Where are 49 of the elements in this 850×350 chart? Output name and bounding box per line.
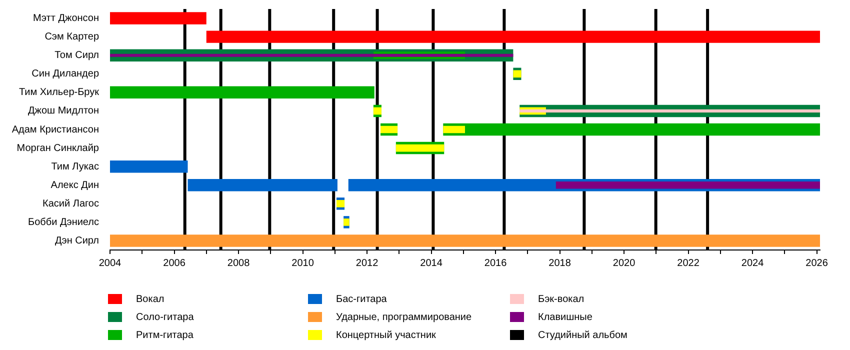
- x-tick-label: 2022: [677, 258, 700, 269]
- legend-label: Ударные, программирование: [336, 312, 472, 322]
- y-tick-label: Джош Мидлтон: [28, 106, 99, 117]
- y-tick-label: Тим Лукас: [51, 161, 99, 172]
- x-tick-label: 2026: [806, 258, 828, 269]
- bar: [443, 123, 820, 136]
- x-tick-label: 2012: [356, 258, 379, 269]
- y-tick-label: Касий Лагос: [42, 198, 99, 210]
- y-tick-label: Дэн Сирл: [54, 235, 100, 246]
- x-tick-label: 2008: [227, 258, 250, 269]
- y-tick-label: Том Сирл: [54, 50, 100, 62]
- bar: [110, 86, 374, 99]
- y-tick-label: Син Диландер: [32, 68, 100, 80]
- x-tick-label: 2020: [612, 258, 636, 269]
- legend-label: Бэк-вокал: [538, 294, 584, 304]
- bar: [373, 107, 382, 115]
- x-tick-label: 2004: [98, 258, 122, 269]
- legend-label: Студийный альбом: [538, 330, 628, 340]
- y-tick-label: Мэтт Джонсон: [32, 13, 99, 24]
- y-tick-label: Сэм Картер: [44, 32, 100, 43]
- legend-label: Клавишные: [538, 312, 592, 322]
- y-tick-label: Алекс Дин: [50, 180, 99, 191]
- bar: [513, 70, 522, 78]
- bar: [396, 144, 444, 152]
- x-tick-label: 2018: [548, 258, 572, 269]
- bar: [110, 12, 206, 24]
- bar: [206, 30, 820, 43]
- x-tick-label: 2010: [292, 258, 314, 269]
- bar: [344, 218, 350, 226]
- bar: [380, 126, 398, 134]
- legend-label: Ритм-гитара: [136, 330, 194, 340]
- bar: [520, 109, 820, 112]
- bar: [110, 160, 188, 173]
- bar: [443, 126, 465, 134]
- bar: [336, 200, 345, 208]
- bar: [188, 179, 338, 192]
- y-tick-label: Морган Синклайр: [16, 142, 100, 154]
- y-tick-label: Адам Кристиансон: [12, 124, 99, 136]
- x-tick-label: 2016: [484, 258, 508, 269]
- legend-label: Соло-гитара: [136, 312, 194, 322]
- x-tick-label: 2024: [741, 258, 764, 269]
- legend-label: Концертный участник: [336, 330, 436, 340]
- x-tick-label: 2014: [420, 258, 443, 269]
- legend-label: Бас-гитара: [336, 294, 387, 304]
- bar: [110, 234, 820, 247]
- legend-label: Вокал: [136, 294, 164, 304]
- x-tick-label: 2006: [163, 258, 186, 269]
- y-tick-label: Тим Хильер-Брук: [18, 87, 100, 98]
- y-tick-label: Бобби Дэниелс: [28, 216, 99, 228]
